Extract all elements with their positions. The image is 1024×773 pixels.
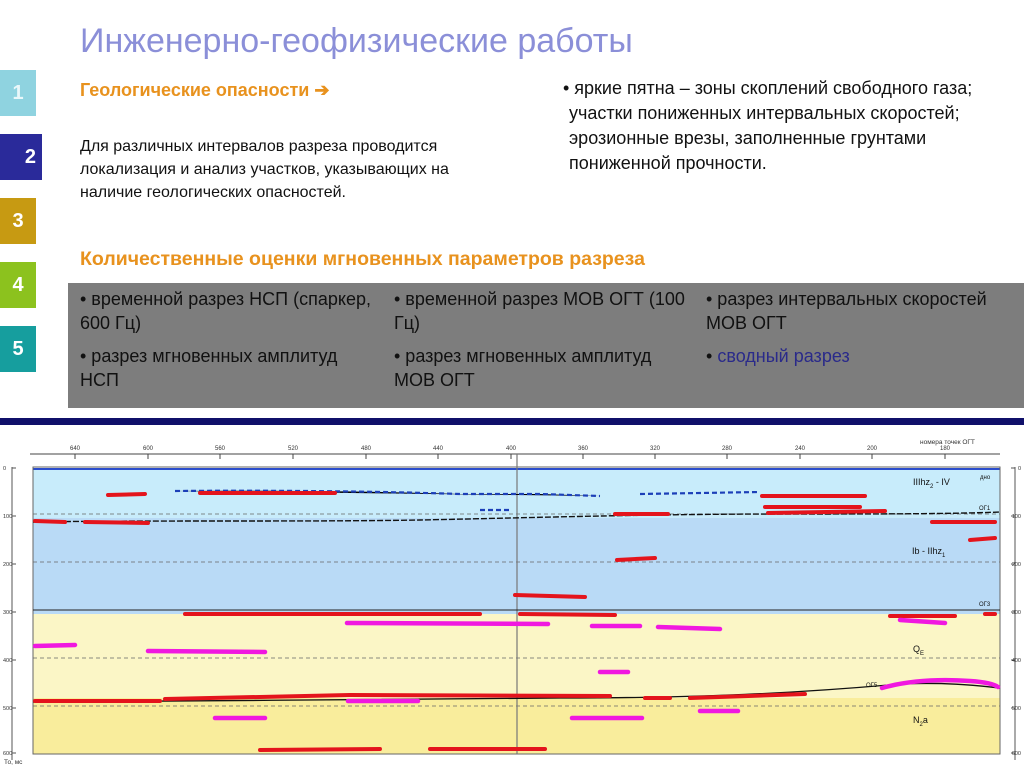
summary-section-link[interactable]: сводный разрез — [717, 346, 850, 366]
depth-axis-tick-label: 200 — [1012, 562, 1021, 568]
label-unit4-sub: 2 — [920, 722, 924, 728]
label-unit2: Ib - IIhz1 — [912, 546, 946, 559]
hazard-bullet-3: эрозионные врезы, заполненные грунтами п… — [569, 128, 927, 173]
geologic-section-svg: 640 600 560 520 480 440 400 360 320 280 240 200 180 … — [3, 439, 1021, 766]
sections-column-1: • временной разрез НСП (спаркер, 600 Гц)… — [80, 287, 380, 401]
top-axis-tick-label: 520 — [288, 446, 299, 452]
horizon-og5 — [32, 682, 1001, 703]
label-unit2-sub: 1 — [942, 553, 946, 559]
quant-heading: Количественные оценки мгновенных парамет… — [80, 248, 645, 270]
velocity-anomalies — [32, 617, 1001, 721]
bullet: • — [706, 346, 713, 366]
depth-axis-tick-label: 500 — [3, 706, 12, 712]
top-axis-tick-label: 280 — [722, 446, 733, 452]
top-axis-tick-label: 240 — [795, 446, 806, 452]
tab-3[interactable]: 3 — [0, 198, 36, 244]
top-axis-tick-label: 440 — [433, 446, 444, 452]
hazards-intro: Для различных интервалов разреза проводи… — [80, 138, 449, 201]
top-axis-tick-label: 640 — [70, 446, 81, 452]
sections-column-3: • разрез интервальных скоростей МОВ ОГТ … — [706, 287, 1006, 377]
tab-1[interactable]: 1 — [0, 70, 36, 116]
label-unit4-main: N — [913, 715, 920, 725]
depth-axis-tick-label: 100 — [3, 514, 12, 520]
page-title: Инженерно-геофизические работы — [80, 22, 633, 60]
label-unit3-sub: E — [920, 651, 924, 657]
geologic-section-figure: 640 600 560 520 480 440 400 360 320 280 240 200 180 … — [0, 430, 1024, 768]
gas-zones — [33, 491, 997, 752]
list-item: • временной разрез НСП (спаркер, 600 Гц) — [80, 289, 371, 333]
label-unit1-main: IIIhz — [913, 477, 931, 487]
top-axis-tick-label: 600 — [143, 446, 154, 452]
list-item: • сводный разрез — [706, 344, 1006, 368]
label-unit4-tail: a — [923, 715, 928, 725]
tab-5[interactable]: 5 — [0, 326, 36, 372]
depth-axis-tick-label: 0 — [1018, 466, 1021, 472]
depth-axis-tick-label: 600 — [3, 751, 12, 757]
list-item: • разрез интервальных скоростей МОВ ОГТ — [706, 289, 987, 333]
depth-axis-tick-label: 600 — [1012, 751, 1021, 757]
top-axis-tick-label: 200 — [867, 446, 878, 452]
label-unit2-main: Ib - IIhz — [912, 546, 943, 556]
label-unit3-main: Q — [913, 644, 920, 654]
label-og3: ОГ3 — [979, 602, 991, 608]
hazard-bullet-2: участки пониженных интервальных скоросте… — [569, 103, 960, 123]
depth-axis-tick-label: 500 — [1012, 706, 1021, 712]
depth-axis-tick-label: 400 — [3, 658, 12, 664]
top-axis-tick-label: 480 — [361, 446, 372, 452]
label-unit1-sub: 2 — [930, 484, 934, 490]
depth-axis-tick-label: 300 — [3, 610, 12, 616]
arrow-right-icon: ➔ — [314, 80, 330, 100]
label-unit3: QE — [913, 644, 924, 657]
label-og1: ОГ1 — [979, 506, 991, 512]
tab-2[interactable]: 2 — [0, 134, 42, 180]
top-axis-tick-label: 560 — [215, 446, 226, 452]
depth-axis-tick-label: 100 — [1012, 514, 1021, 520]
list-item: • временной разрез МОВ ОГТ (100 Гц) — [394, 289, 685, 333]
depth-axis-tick-label: 400 — [1012, 658, 1021, 664]
hazards-heading-text: Геологические опасности — [80, 80, 310, 100]
hazards-bullets: • яркие пятна – зоны скоплений свободног… — [563, 76, 983, 176]
depth-axis-unit: То, мс — [4, 759, 23, 766]
list-item: • разрез мгновенных амплитуд МОВ ОГТ — [394, 346, 652, 390]
depth-axis-tick-label: 200 — [3, 562, 12, 568]
label-dno: дно — [980, 475, 991, 481]
divider-bar — [0, 418, 1024, 425]
label-unit1-tail: - IV — [933, 477, 950, 487]
hazard-bullet-1: • яркие пятна – зоны скоплений свободног… — [563, 78, 973, 98]
top-axis-tick-label: 400 — [506, 446, 517, 452]
label-unit4: N2a — [913, 715, 928, 728]
tab-4[interactable]: 4 — [0, 262, 36, 308]
label-unit1: IIIhz2 - IV — [913, 477, 950, 490]
horizon-og1 — [32, 511, 1001, 523]
depth-axis-tick-label: 0 — [3, 466, 6, 472]
top-axis-tick-label: 360 — [578, 446, 589, 452]
label-og5: ОГ5 — [866, 683, 878, 689]
sections-column-2: • временной разрез МОВ ОГТ (100 Гц) • ра… — [394, 287, 694, 401]
sections-list-panel: • временной разрез НСП (спаркер, 600 Гц)… — [68, 283, 1024, 408]
hazards-heading: Геологические опасности ➔ — [80, 80, 329, 101]
top-axis-tick-label: 320 — [650, 446, 661, 452]
depth-axis-tick-label: 300 — [1012, 610, 1021, 616]
top-axis-title: номера точек ОГТ — [920, 439, 975, 446]
list-item: • разрез мгновенных амплитуд НСП — [80, 346, 338, 390]
top-axis-tick-label: 180 — [940, 446, 951, 452]
